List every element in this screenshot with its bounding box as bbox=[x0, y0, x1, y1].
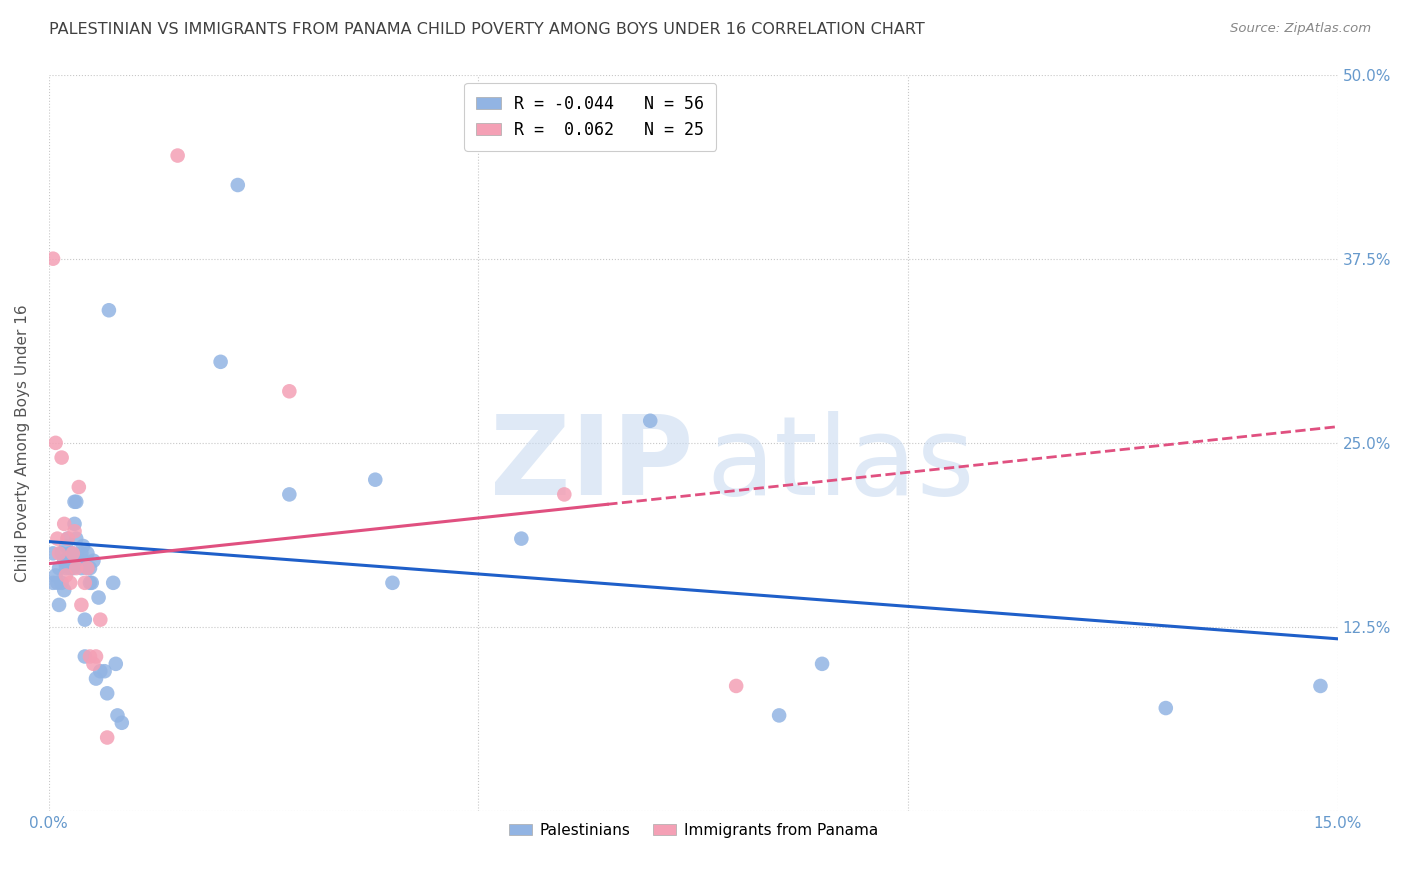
Point bbox=[62, 546, 84, 560]
Point bbox=[84, 672, 107, 686]
Point bbox=[55, 568, 77, 582]
Point bbox=[72, 554, 94, 568]
Point bbox=[55, 561, 77, 575]
Point bbox=[62, 561, 84, 575]
Point bbox=[1309, 679, 1331, 693]
Point bbox=[107, 708, 129, 723]
Point bbox=[226, 178, 249, 192]
Text: PALESTINIAN VS IMMIGRANTS FROM PANAMA CHILD POVERTY AMONG BOYS UNDER 16 CORRELAT: PALESTINIAN VS IMMIGRANTS FROM PANAMA CH… bbox=[49, 22, 925, 37]
Point bbox=[51, 450, 73, 465]
Point bbox=[82, 554, 104, 568]
Point bbox=[725, 679, 748, 693]
Point bbox=[48, 561, 70, 575]
Point bbox=[1154, 701, 1177, 715]
Point bbox=[79, 561, 101, 575]
Point bbox=[510, 532, 533, 546]
Point bbox=[53, 554, 76, 568]
Point bbox=[56, 554, 79, 568]
Point bbox=[96, 686, 118, 700]
Point bbox=[45, 568, 67, 582]
Point bbox=[65, 561, 87, 575]
Point bbox=[59, 546, 82, 560]
Point bbox=[70, 546, 93, 560]
Point bbox=[87, 591, 110, 605]
Point bbox=[80, 575, 103, 590]
Point bbox=[381, 575, 404, 590]
Point bbox=[73, 649, 96, 664]
Point bbox=[65, 495, 87, 509]
Point bbox=[104, 657, 127, 671]
Point bbox=[65, 532, 87, 546]
Point bbox=[364, 473, 387, 487]
Point bbox=[72, 539, 94, 553]
Point bbox=[56, 532, 79, 546]
Point bbox=[811, 657, 834, 671]
Point bbox=[55, 539, 77, 553]
Point bbox=[51, 575, 73, 590]
Point bbox=[53, 516, 76, 531]
Text: ZIP: ZIP bbox=[489, 411, 693, 518]
Point bbox=[48, 598, 70, 612]
Point bbox=[73, 613, 96, 627]
Point bbox=[70, 561, 93, 575]
Point bbox=[76, 561, 98, 575]
Point bbox=[553, 487, 575, 501]
Point bbox=[59, 561, 82, 575]
Point bbox=[67, 480, 90, 494]
Point bbox=[89, 664, 111, 678]
Point bbox=[79, 575, 101, 590]
Point bbox=[103, 575, 125, 590]
Point bbox=[82, 657, 104, 671]
Point bbox=[278, 384, 301, 399]
Point bbox=[67, 554, 90, 568]
Point bbox=[48, 546, 70, 560]
Point bbox=[79, 649, 101, 664]
Text: atlas: atlas bbox=[706, 411, 974, 518]
Point bbox=[96, 731, 118, 745]
Point bbox=[63, 524, 86, 539]
Text: Source: ZipAtlas.com: Source: ZipAtlas.com bbox=[1230, 22, 1371, 36]
Point bbox=[56, 532, 79, 546]
Point bbox=[51, 546, 73, 560]
Point bbox=[45, 435, 67, 450]
Point bbox=[53, 583, 76, 598]
Point bbox=[63, 495, 86, 509]
Legend: Palestinians, Immigrants from Panama: Palestinians, Immigrants from Panama bbox=[502, 817, 884, 844]
Point bbox=[63, 516, 86, 531]
Point bbox=[59, 575, 82, 590]
Point bbox=[84, 649, 107, 664]
Point bbox=[768, 708, 790, 723]
Point bbox=[76, 561, 98, 575]
Point bbox=[73, 575, 96, 590]
Point bbox=[70, 598, 93, 612]
Point bbox=[42, 575, 65, 590]
Point bbox=[209, 355, 232, 369]
Point bbox=[42, 252, 65, 266]
Point bbox=[62, 546, 84, 560]
Point bbox=[97, 303, 120, 318]
Point bbox=[42, 546, 65, 560]
Y-axis label: Child Poverty Among Boys Under 16: Child Poverty Among Boys Under 16 bbox=[15, 304, 30, 582]
Point bbox=[89, 613, 111, 627]
Point bbox=[111, 715, 134, 730]
Point bbox=[46, 575, 69, 590]
Point bbox=[93, 664, 115, 678]
Point bbox=[46, 532, 69, 546]
Point bbox=[166, 148, 188, 162]
Point bbox=[76, 546, 98, 560]
Point bbox=[638, 414, 661, 428]
Point bbox=[278, 487, 301, 501]
